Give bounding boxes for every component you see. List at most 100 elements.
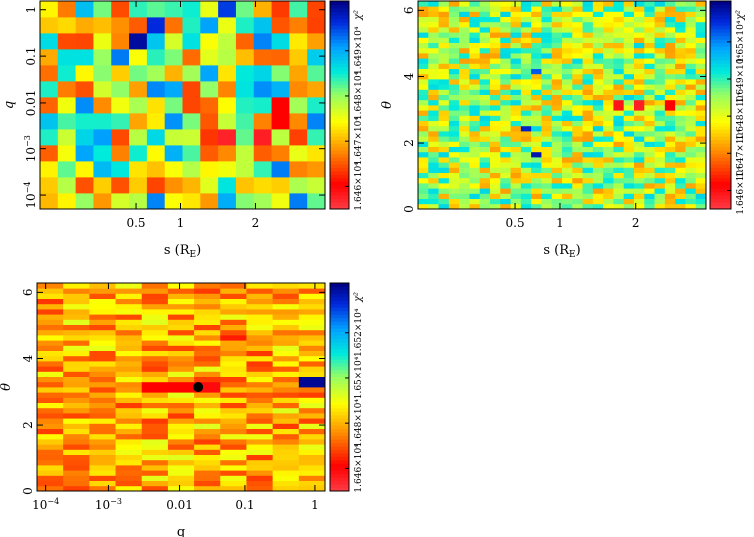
colorbar-tick-label: 1.646×10⁴ — [354, 444, 364, 493]
heatmap-cell — [167, 423, 195, 429]
heatmap-cell — [551, 47, 563, 54]
heatmap-cell — [623, 162, 635, 168]
heatmap-cell — [272, 293, 300, 299]
heatmap-cell — [634, 198, 645, 205]
heatmap-cell — [479, 47, 491, 54]
heatmap-cell — [520, 94, 532, 101]
heatmap-cell — [634, 37, 645, 43]
heatmap-cell — [75, 1, 94, 18]
heatmap-cell — [271, 193, 290, 210]
heatmap-cell — [459, 89, 470, 95]
heatmap-cell — [520, 68, 532, 75]
heatmap-cell — [298, 324, 326, 331]
heatmap-cell — [167, 418, 195, 424]
heatmap-cell — [500, 146, 511, 153]
heatmap-cell — [93, 1, 112, 18]
heatmap-cell — [115, 418, 143, 424]
heatmap-cell — [623, 1, 635, 7]
heatmap-cell — [272, 439, 300, 445]
heatmap-cell — [272, 283, 300, 289]
heatmap-cell — [438, 120, 450, 127]
heatmap-cell — [592, 47, 604, 54]
heatmap-cell — [582, 177, 594, 184]
colorbar-segment — [330, 188, 349, 193]
heatmap-cell — [490, 198, 501, 205]
heatmap-cell — [685, 6, 697, 12]
heatmap-cell — [603, 120, 614, 127]
heatmap-cell — [592, 115, 604, 121]
heatmap-cell — [582, 6, 594, 12]
heatmap-cell — [603, 177, 614, 184]
heatmap-cell — [634, 16, 645, 23]
heatmap-cell — [428, 6, 439, 12]
heatmap-cell — [459, 105, 470, 111]
heatmap-cell — [634, 94, 645, 101]
heatmap-cell — [200, 113, 219, 130]
heatmap-cell — [37, 407, 64, 414]
heatmap-cell — [500, 27, 511, 33]
heatmap-cell — [510, 157, 522, 163]
heatmap-cell — [531, 53, 542, 59]
heatmap-cell — [531, 37, 542, 43]
heatmap-cell — [520, 125, 532, 132]
heatmap-cell — [623, 203, 635, 210]
heatmap-cell — [613, 99, 625, 106]
heatmap-cell — [220, 413, 247, 419]
heatmap-cell — [194, 480, 221, 487]
heatmap-cell — [479, 188, 491, 194]
heatmap-cell — [551, 73, 563, 80]
heatmap-cell — [644, 21, 655, 28]
heatmap-cell — [428, 89, 439, 95]
heatmap-cell — [418, 198, 429, 205]
heatmap-cell — [623, 157, 635, 163]
heatmap-cell — [562, 172, 573, 179]
y-tick-group: 6 — [21, 289, 35, 297]
heatmap-cell — [271, 17, 290, 34]
heatmap-cell — [469, 131, 481, 137]
heatmap-cell — [438, 58, 450, 64]
heatmap-cell — [448, 162, 460, 168]
heatmap-cell — [551, 172, 563, 179]
x-tick-label: 10−4 — [32, 497, 59, 512]
y-tick-group: 4 — [21, 354, 35, 362]
colorbar-segment — [710, 150, 731, 155]
heatmap-cell — [603, 162, 614, 168]
heatmap-cell — [218, 129, 237, 146]
heatmap-cell — [520, 99, 532, 106]
heatmap-cell — [194, 387, 221, 393]
heatmap-cell — [428, 32, 439, 38]
heatmap-cell — [469, 42, 481, 49]
heatmap-cell — [685, 193, 697, 199]
heatmap-cell — [500, 131, 511, 137]
heatmap-cell — [520, 141, 532, 147]
heatmap-cell — [531, 11, 542, 17]
heatmap-cell — [531, 42, 542, 49]
heatmap-cell — [298, 470, 326, 476]
heatmap-cell — [167, 402, 195, 409]
heatmap-cell — [40, 65, 59, 82]
y-tick-group: 10−3 — [23, 135, 38, 162]
heatmap-cell — [613, 53, 625, 59]
heatmap-cell — [235, 177, 255, 194]
heatmap-cell — [490, 203, 501, 210]
heatmap-cell — [428, 162, 439, 168]
heatmap-cell — [479, 198, 491, 205]
colorbar-tick-group: 1.646×10⁴ — [736, 166, 746, 215]
heatmap-cell — [89, 293, 116, 299]
colorbar-segment — [330, 324, 349, 329]
x-axis-label-close: ) — [196, 243, 201, 258]
heatmap-cell — [644, 198, 655, 205]
colorbar-segment — [330, 32, 349, 37]
heatmap-cell — [531, 110, 542, 116]
heatmap-cell — [675, 105, 686, 111]
colorbar-segment — [710, 198, 731, 203]
colorbar-segment — [330, 94, 349, 99]
heatmap-cell — [510, 27, 522, 33]
heatmap-cell — [459, 47, 470, 54]
heatmap-cell — [582, 32, 594, 38]
heatmap-cell — [562, 16, 573, 23]
heatmap-cell — [298, 314, 326, 320]
heatmap-cell — [562, 84, 573, 90]
heatmap-cell — [459, 1, 470, 7]
heatmap-cell — [418, 6, 429, 12]
